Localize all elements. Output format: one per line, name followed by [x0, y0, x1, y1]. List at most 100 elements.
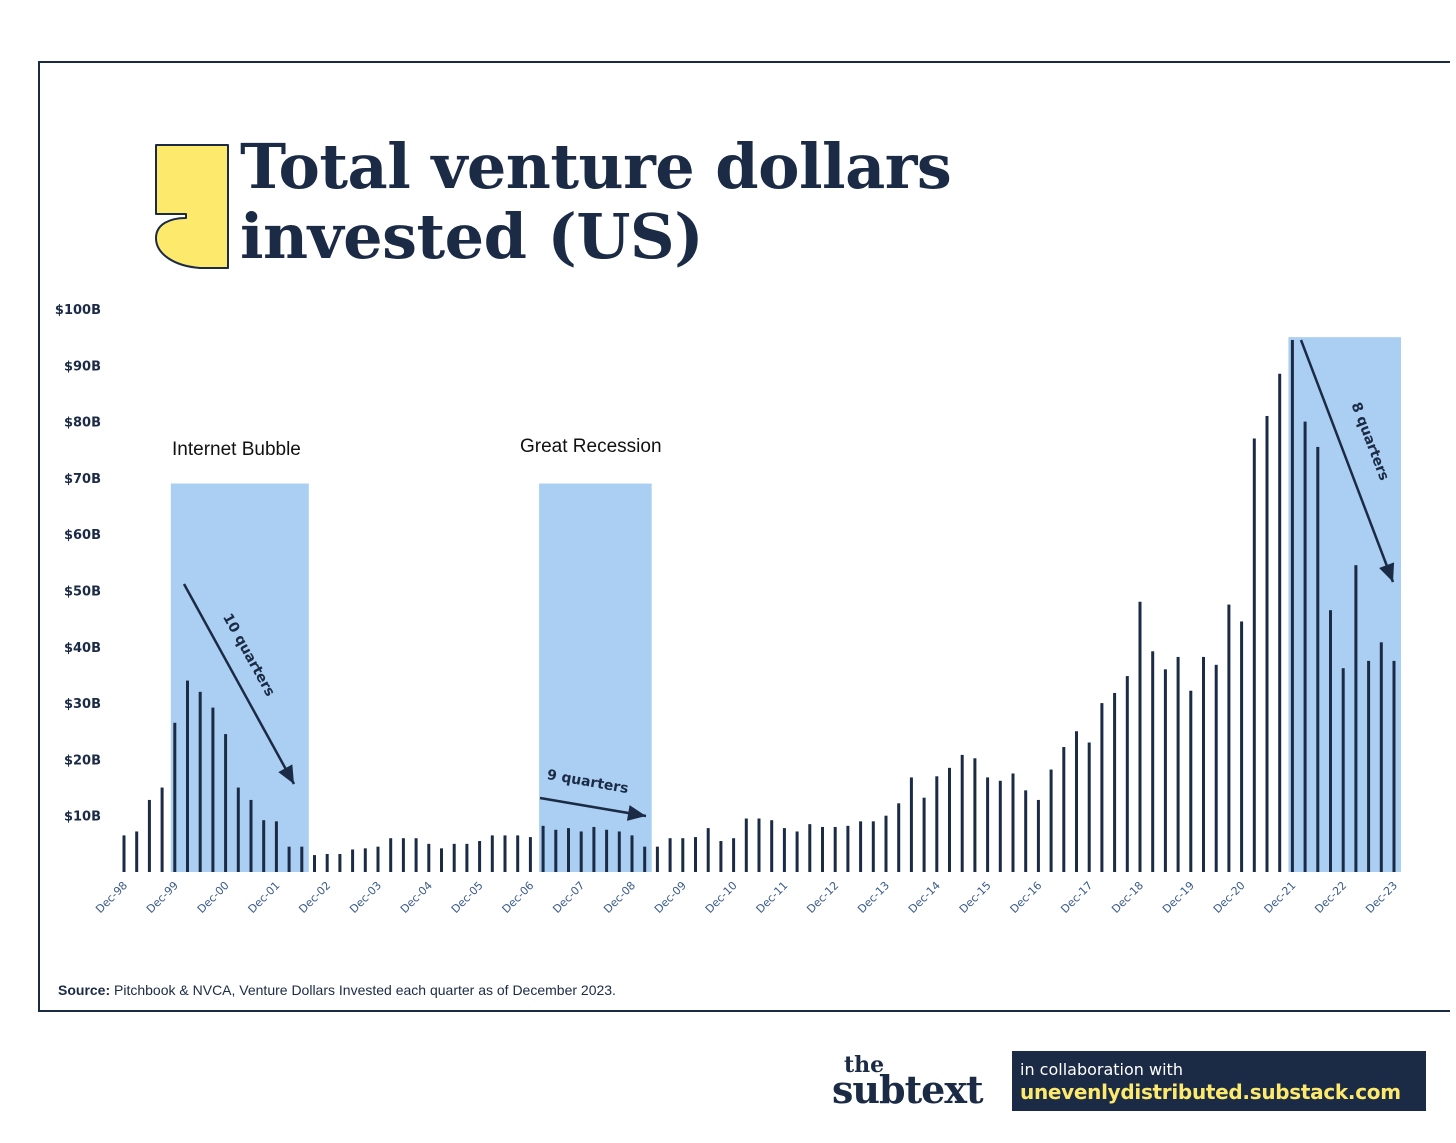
- bar-35: [567, 828, 570, 872]
- bar-86: [1214, 664, 1218, 872]
- bar-28: [478, 841, 482, 872]
- bar-98: [1367, 660, 1371, 872]
- bar-94: [1316, 446, 1320, 872]
- bar-49: [744, 818, 748, 872]
- brand-name: subtext: [832, 1067, 984, 1112]
- bar-87: [1227, 604, 1231, 872]
- x-tick-label: Dec-01: [246, 879, 283, 916]
- chart-frame: [38, 61, 1450, 1012]
- bar-70: [1011, 773, 1015, 872]
- bar-72: [1036, 799, 1040, 872]
- bar-97: [1354, 565, 1358, 872]
- x-tick-label: Dec-09: [652, 879, 689, 916]
- bar-50: [757, 818, 761, 872]
- x-tick-label: Dec-03: [347, 879, 384, 916]
- x-tick-label: Dec-23: [1363, 879, 1400, 916]
- y-tick-label: $10B: [64, 810, 101, 825]
- bar-20: [376, 846, 380, 872]
- bar-76: [1087, 742, 1091, 872]
- bar-96: [1341, 668, 1345, 872]
- bar-34: [554, 829, 558, 872]
- bar-31: [516, 835, 520, 872]
- bar-16: [325, 853, 329, 872]
- bar-27: [465, 843, 469, 872]
- bar-64: [935, 776, 939, 872]
- x-tick-label: Dec-12: [804, 879, 841, 916]
- bar-40: [630, 835, 634, 872]
- x-tick-label: Dec-04: [398, 879, 435, 916]
- bar-79: [1125, 676, 1129, 872]
- bar-53: [795, 831, 799, 872]
- x-axis: Dec-98 Dec-99 Dec-00 Dec-01 Dec-02 Dec-03 Dec-…: [93, 879, 1400, 916]
- bar-series: [122, 339, 1396, 873]
- bar-26: [452, 843, 456, 872]
- bar-41: [643, 846, 647, 872]
- arrow-8-quarters-shaft: [1299, 339, 1395, 583]
- bar-60: [884, 815, 888, 872]
- bar-91: [1278, 373, 1282, 872]
- annotation-label: Internet Bubble: [172, 439, 301, 460]
- x-tick-label: Dec-21: [1262, 879, 1299, 916]
- x-tick-label: Dec-18: [1109, 879, 1146, 916]
- x-tick-label: Dec-22: [1312, 879, 1349, 916]
- bar-43: [668, 838, 672, 872]
- bar-74: [1062, 747, 1066, 872]
- bar-83: [1176, 656, 1180, 872]
- bar-10: [249, 799, 253, 872]
- source-note: Source: Pitchbook & NVCA, Venture Dollar…: [58, 982, 616, 998]
- bar-23: [414, 838, 418, 872]
- bar-90: [1265, 415, 1269, 872]
- arrow-8-quarters-head: [1379, 562, 1395, 582]
- bar-69: [998, 780, 1002, 872]
- x-tick-label: Dec-16: [1008, 879, 1045, 916]
- y-axis: $10B $20B $30B $40B $50B $60B $70B $80B $90B $100…: [55, 303, 101, 825]
- bar-19: [363, 848, 367, 872]
- bar-58: [859, 821, 863, 872]
- bar-39: [617, 831, 621, 872]
- collab-text: in collaboration with: [1020, 1060, 1183, 1079]
- bar-66: [960, 754, 964, 872]
- x-tick-label: Dec-15: [957, 879, 994, 916]
- bar-63: [922, 797, 926, 872]
- bar-57: [846, 825, 850, 872]
- x-tick-label: Dec-11: [754, 879, 791, 916]
- bar-6: [198, 691, 202, 872]
- bar-37: [592, 826, 596, 872]
- x-tick-label: Dec-99: [144, 879, 181, 916]
- bar-22: [401, 838, 405, 872]
- bar-29: [490, 835, 494, 872]
- bar-51: [770, 820, 774, 872]
- collaboration-banner: in collaboration with unevenlydistribute…: [1012, 1051, 1426, 1111]
- bar-62: [909, 777, 913, 872]
- bar-82: [1163, 669, 1167, 872]
- arrow-9-quarters-head: [626, 805, 646, 821]
- bar-95: [1329, 610, 1332, 872]
- bar-38: [605, 829, 609, 872]
- bar-78: [1113, 692, 1117, 872]
- bar-8: [224, 734, 228, 872]
- x-tick-label: Dec-10: [703, 879, 740, 916]
- page-title: Total venture dollars invested (US): [240, 132, 952, 272]
- bar-73: [1049, 769, 1053, 872]
- collab-link[interactable]: unevenlydistributed.substack.com: [1020, 1080, 1401, 1104]
- x-tick-label: Dec-07: [550, 879, 587, 916]
- bar-24: [427, 843, 431, 872]
- x-tick-label: Dec-14: [906, 879, 943, 916]
- bar-36: [579, 831, 583, 872]
- bar-46: [706, 828, 710, 872]
- brand-the: the: [844, 1052, 885, 1078]
- bar-54: [808, 824, 812, 872]
- y-tick-label: $20B: [64, 753, 101, 768]
- bar-32: [528, 837, 532, 872]
- bar-55: [821, 826, 824, 872]
- bar-92: [1290, 339, 1294, 873]
- bar-33: [541, 825, 545, 872]
- x-tick-label: Dec-05: [449, 879, 486, 916]
- bar-71: [1024, 790, 1028, 872]
- bar-18: [351, 849, 355, 872]
- source-label: Source:: [58, 982, 111, 998]
- bar-13: [287, 846, 291, 872]
- bar-99: [1379, 642, 1383, 872]
- bar-89: [1252, 438, 1256, 872]
- y-tick-label: $70B: [64, 472, 101, 487]
